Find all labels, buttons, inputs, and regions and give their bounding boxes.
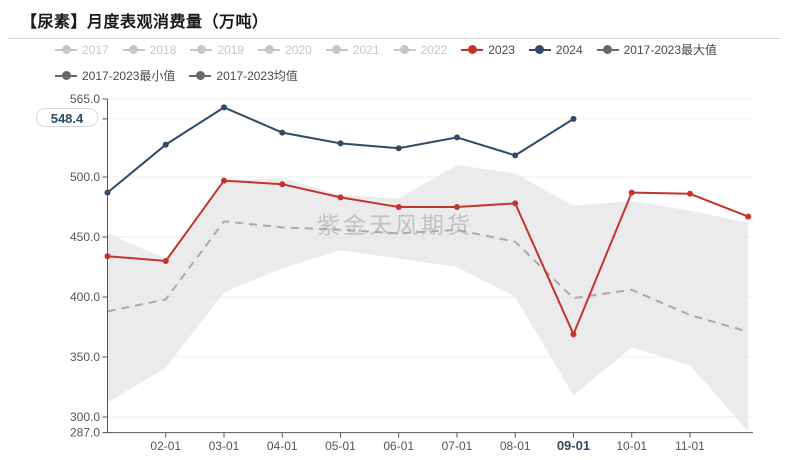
legend-item-2017[interactable]: 2017 bbox=[55, 43, 109, 57]
legend-marker-icon bbox=[461, 45, 484, 54]
legend-label: 2020 bbox=[285, 42, 312, 57]
legend-item-2017-2023均值[interactable]: 2017-2023均值 bbox=[189, 67, 298, 84]
legend-item-2020[interactable]: 2020 bbox=[258, 43, 312, 57]
x-tick-label-09-01: 09-01 bbox=[557, 438, 590, 453]
legend-marker-icon bbox=[596, 45, 619, 54]
legend-label: 2018 bbox=[149, 42, 177, 57]
legend-label: 2017-2023最小值 bbox=[82, 69, 176, 83]
legend-marker-icon bbox=[190, 45, 213, 54]
series-2023-point bbox=[512, 200, 519, 207]
legend-marker-icon bbox=[393, 45, 416, 54]
x-tick-label-04-01: 04-01 bbox=[267, 439, 298, 453]
legend-row: 2017 2018 2019 2020 2021 2022 2023 2024 2017-202… bbox=[55, 41, 785, 58]
legend-label: 2023 bbox=[488, 42, 515, 57]
legend-label: 2017-2023最大值 bbox=[623, 43, 718, 57]
y-tick-label: 450.0 bbox=[70, 230, 100, 244]
y-tick-label: 287.0 bbox=[70, 426, 100, 440]
legend-item-2021[interactable]: 2021 bbox=[325, 42, 380, 57]
y-tick-label: 565.0 bbox=[70, 92, 100, 106]
legend: 2017 2018 2019 2020 2021 2022 2023 2024 2017-202… bbox=[55, 41, 785, 93]
x-tick-label-08-01: 08-01 bbox=[500, 439, 531, 453]
legend-item-2017-2023最大值[interactable]: 2017-2023最大值 bbox=[596, 41, 718, 58]
x-tick-label-05-01: 05-01 bbox=[325, 439, 356, 453]
series-2024-point bbox=[162, 141, 169, 148]
series-2024-point bbox=[570, 115, 577, 122]
legend-marker-icon bbox=[55, 45, 77, 54]
legend-item-2023[interactable]: 2023 bbox=[461, 43, 515, 57]
legend-marker-icon bbox=[189, 71, 212, 80]
series-2023-point bbox=[279, 181, 286, 188]
legend-item-2022[interactable]: 2022 bbox=[393, 42, 448, 57]
series-2024-point bbox=[453, 134, 460, 141]
series-2023-line[interactable] bbox=[107, 179, 749, 337]
legend-marker-icon bbox=[122, 45, 145, 54]
y-tick-label: 300.0 bbox=[70, 410, 100, 424]
x-tick-label-10-01: 10-01 bbox=[616, 439, 647, 453]
x-tick-label-07-01: 07-01 bbox=[442, 439, 473, 453]
legend-item-2019[interactable]: 2019 bbox=[190, 43, 244, 57]
legend-marker-icon bbox=[325, 45, 348, 54]
y-tick-label: 500.0 bbox=[70, 170, 100, 184]
legend-label: 2017-2023均值 bbox=[216, 69, 298, 83]
legend-label: 2019 bbox=[217, 42, 245, 57]
series-2023-point bbox=[745, 213, 752, 220]
x-tick-label-03-01: 03-01 bbox=[209, 439, 240, 453]
series-mean-line[interactable] bbox=[107, 220, 749, 333]
series-2023-point bbox=[628, 189, 635, 196]
series-2023-point bbox=[220, 177, 227, 184]
series-2023-point bbox=[453, 204, 460, 210]
series-2023-point bbox=[162, 258, 169, 264]
legend-item-2017-2023最小值[interactable]: 2017-2023最小值 bbox=[55, 67, 175, 84]
series-2023-point bbox=[686, 190, 693, 197]
legend-marker-icon bbox=[258, 45, 281, 54]
series-2023-point bbox=[570, 331, 577, 338]
series-2024-point bbox=[220, 104, 227, 111]
legend-label: 2024 bbox=[555, 42, 583, 57]
series-2024-point bbox=[279, 129, 286, 136]
y-tick-label: 400.0 bbox=[70, 290, 100, 304]
series-2023-point bbox=[395, 204, 402, 210]
x-tick-label-06-01: 06-01 bbox=[383, 439, 414, 453]
series-2024-point bbox=[395, 145, 402, 152]
series-2023-point bbox=[337, 194, 344, 201]
minmax-band bbox=[107, 165, 749, 432]
series-2024-point bbox=[512, 152, 519, 159]
title-divider bbox=[8, 38, 781, 39]
series-2024-point bbox=[337, 140, 344, 147]
y-tick-label: 350.0 bbox=[70, 350, 100, 364]
x-tick-label-02-01: 02-01 bbox=[150, 439, 181, 453]
chart-title: 【尿素】月度表观消费量（万吨） bbox=[21, 14, 269, 31]
legend-label: 2021 bbox=[352, 42, 380, 57]
legend-label: 2022 bbox=[420, 42, 448, 57]
legend-label: 2017 bbox=[82, 42, 109, 57]
legend-marker-icon bbox=[55, 71, 77, 80]
latest-value-badge: 548.4 bbox=[36, 108, 98, 127]
x-tick-label-11-01: 11-01 bbox=[675, 439, 705, 453]
legend-marker-icon bbox=[528, 45, 551, 54]
legend-item-2018[interactable]: 2018 bbox=[122, 42, 177, 57]
legend-item-2024[interactable]: 2024 bbox=[528, 42, 583, 57]
legend-row: 2017-2023最小值 2017-2023均值 bbox=[55, 67, 785, 84]
